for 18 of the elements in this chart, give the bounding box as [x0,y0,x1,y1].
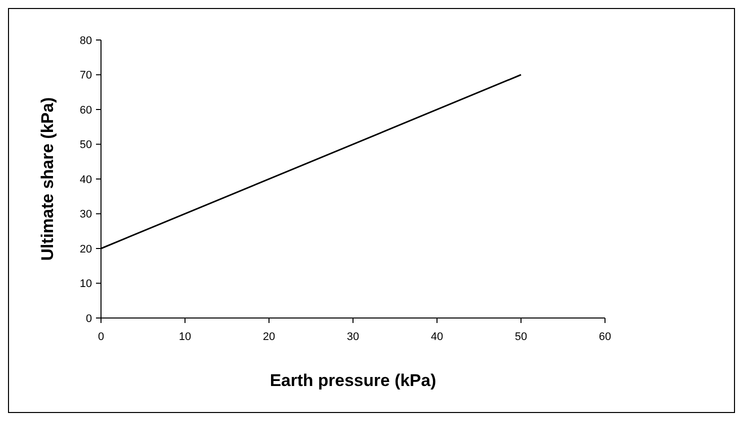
y-tick-label: 50 [80,139,92,152]
x-axis-title: Earth pressure (kPa) [270,371,436,390]
x-tick-label: 20 [262,331,276,343]
y-tick-label: 60 [80,104,92,116]
y-tick-label: 20 [80,243,92,256]
x-tick-label: 10 [178,331,192,343]
x-tick-label: 30 [346,331,360,343]
x-tick-label: 40 [430,331,444,343]
y-axis-title: Ultimate share (kPa) [38,97,57,261]
x-tick-label: 50 [514,331,528,343]
y-tick-label: 80 [80,34,92,47]
y-tick-label: 40 [80,174,92,186]
y-tick-label: 0 [86,312,92,325]
y-tick-label: 70 [80,70,92,82]
x-tick-label: 60 [598,331,612,343]
y-tick-label: 10 [80,278,92,290]
x-tick-label: 0 [98,331,104,343]
y-tick-label: 30 [80,208,92,221]
